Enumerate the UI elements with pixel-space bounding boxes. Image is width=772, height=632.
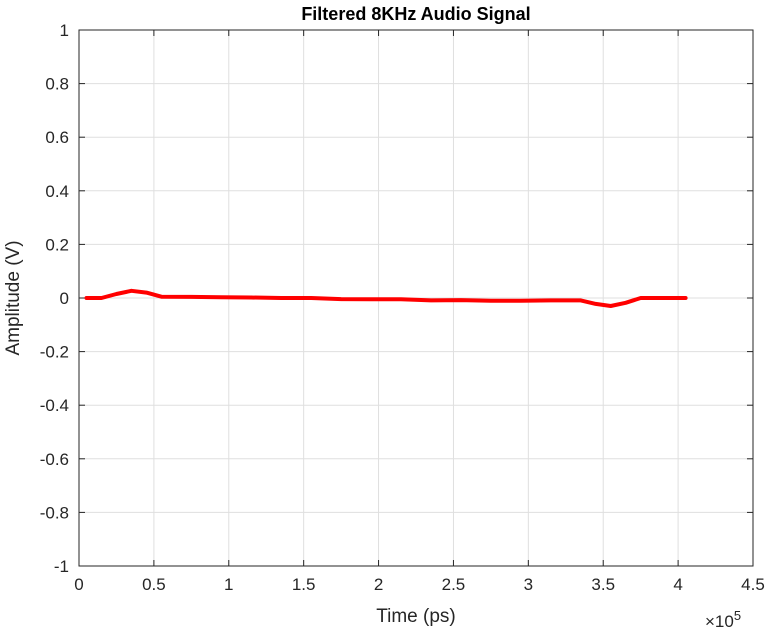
y-tick-label: -0.6 [40,450,69,469]
x-axis-exponent: ×105 [705,608,741,631]
y-tick-label: -1 [54,557,69,576]
y-tick-label: 0.8 [45,75,69,94]
y-tick-label: -0.4 [40,396,69,415]
x-tick-label: 0.5 [142,575,166,594]
series-line [84,288,688,308]
x-exponent-power: 5 [734,608,741,623]
y-tick-label: -0.2 [40,343,69,362]
x-tick-label: 4 [673,575,682,594]
x-tick-label: 2 [374,575,383,594]
x-tick-label: 4.5 [741,575,765,594]
y-axis-ticks: -1 -0.8 -0.6 -0.4 -0.2 0 0.2 0.4 0.6 0.8 1 [40,21,753,576]
y-tick-label: -0.8 [40,503,69,522]
x-tick-label: 1.5 [292,575,316,594]
x-tick-label: 2.5 [442,575,466,594]
x-tick-label: 1 [224,575,233,594]
x-exponent-base: ×10 [705,612,734,631]
x-axis-label: Time (ps) [376,606,456,627]
x-axis-ticks: 0 0.5 1 1.5 2 2.5 3 3.5 4 4.5 [74,30,765,594]
y-tick-label: 0.4 [45,182,69,201]
x-tick-label: 3.5 [591,575,615,594]
y-tick-label: 1 [60,21,69,40]
chart-title: Filtered 8KHz Audio Signal [301,4,530,24]
x-tick-label: 0 [74,575,83,594]
y-tick-label: 0.6 [45,128,69,147]
y-axis-label: Amplitude (V) [3,240,24,355]
y-tick-label: 0 [60,289,69,308]
y-tick-label: 0.2 [45,235,69,254]
x-tick-label: 3 [524,575,533,594]
